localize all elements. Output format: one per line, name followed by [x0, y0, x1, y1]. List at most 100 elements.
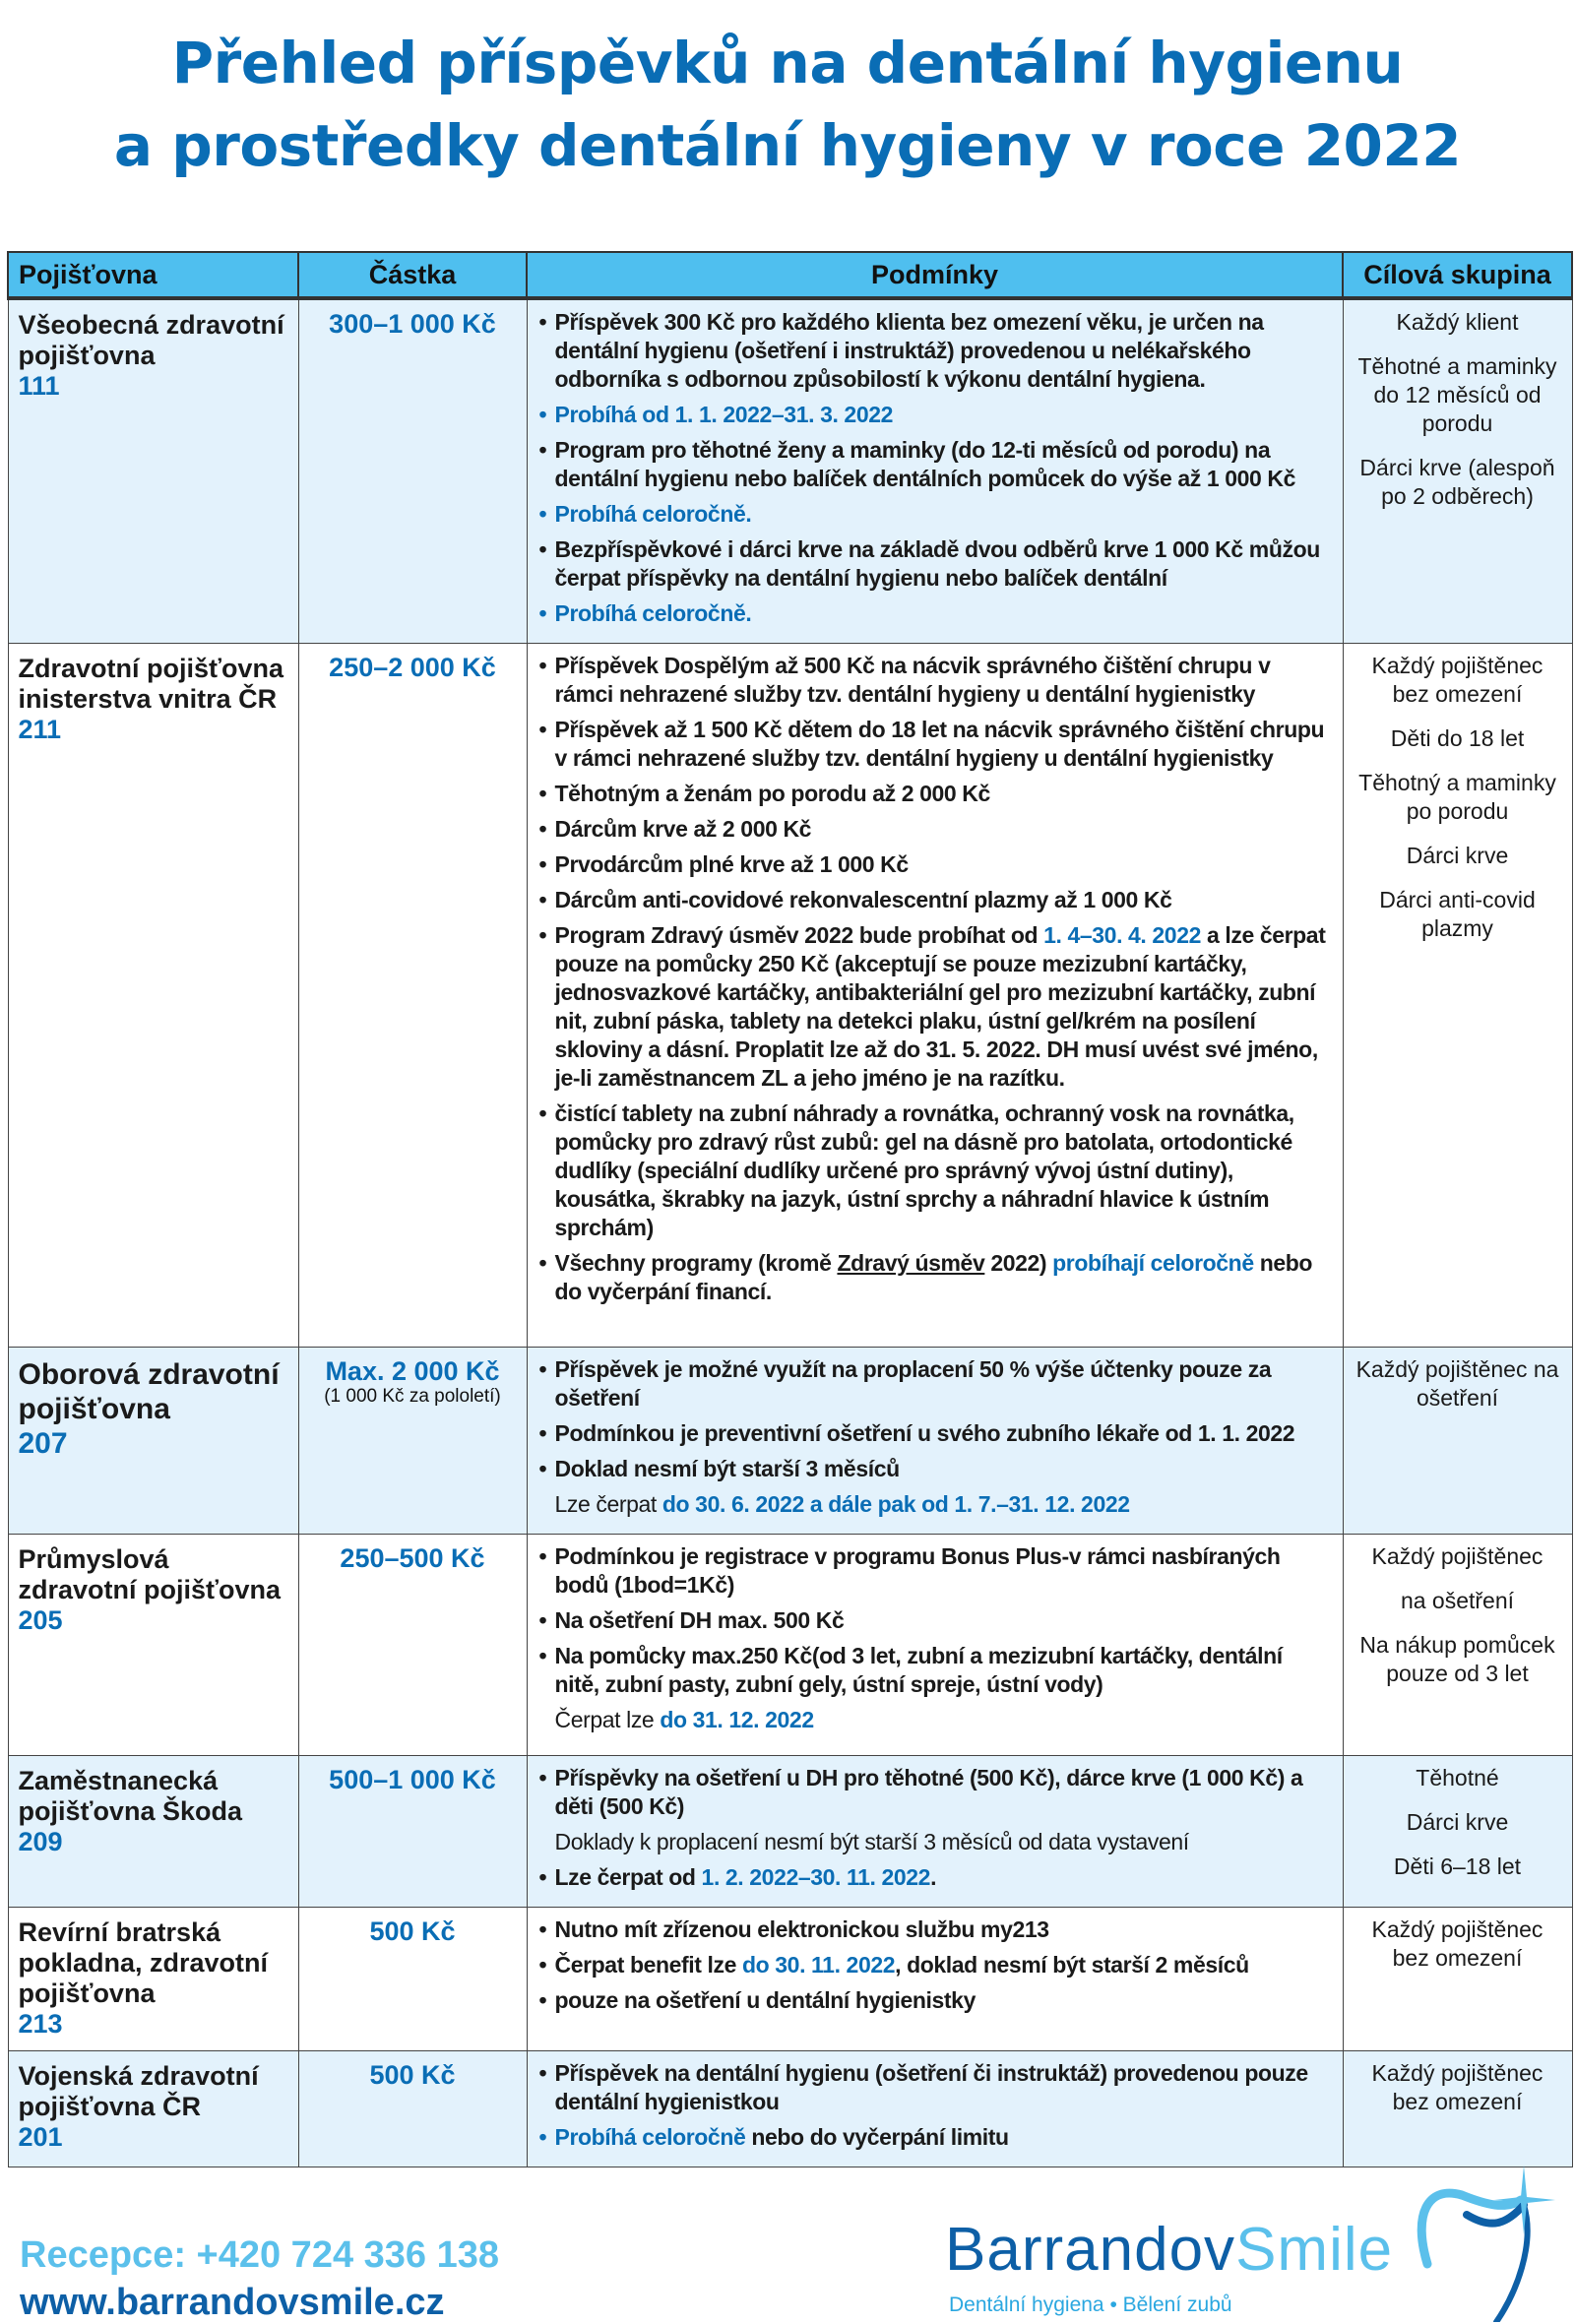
- amount-cell: 500–1 000 Kč: [297, 1755, 528, 1908]
- website-link[interactable]: www.barrandovsmile.cz: [20, 2282, 445, 2323]
- condition-text: děti (500 Kč): [554, 1793, 685, 1819]
- contributions-table: Pojišťovna Částka Podmínky Cílová skupin…: [7, 251, 1573, 2167]
- target-group-item: Dárci krve: [1406, 1809, 1509, 1835]
- target-group-cell: Každý klient Těhotné a maminky do 12 měsí…: [1342, 297, 1573, 644]
- target-group-item: Děti do 18 let: [1390, 725, 1525, 751]
- condition-item: Doklad nesmí být starší 3 měsíců: [537, 1455, 1333, 1483]
- target-group-cell: Každý pojištěnec bez omezení: [1342, 2050, 1573, 2167]
- condition-text: Příspěvek: [554, 653, 664, 678]
- target-group-item: Každý pojištěnec: [1371, 1543, 1544, 1569]
- condition-text: .: [930, 1864, 937, 1890]
- condition-text: 2022): [984, 1250, 1053, 1276]
- insurer-name: Revírní bratrská pokladna, zdravotní poj…: [18, 1917, 269, 2008]
- target-group-cell: Každý pojištěnec bez omezení Děti do 18 l…: [1342, 643, 1573, 1348]
- condition-text: Příspěvek 300 Kč pro každého klienta bez…: [554, 309, 1265, 392]
- title-line-1: Přehled příspěvků na dentální hygienu: [171, 30, 1404, 96]
- condition-text: Dárcům anti-covidové rekonvalescentní pl…: [554, 887, 1172, 912]
- condition-text: Čerpat lze: [554, 1707, 661, 1732]
- target-group-cell: Každý pojištěnec na ošetření: [1342, 1347, 1573, 1535]
- condition-text: dárci krve: [739, 536, 843, 562]
- condition-text: Příspěvek až: [554, 717, 694, 742]
- target-group-item: Dárci krve: [1406, 843, 1509, 868]
- insurer-cell: Zaměstnanecká pojišťovna Škoda 209: [7, 1755, 299, 1908]
- condition-text: Lze čerpat od: [554, 1864, 702, 1890]
- conditions-cell: Podmínkou je registrace v programu Bonus…: [526, 1534, 1344, 1756]
- condition-item: Příspěvek je možné využít na proplacení …: [537, 1355, 1333, 1413]
- insurer-code: 209: [18, 1827, 63, 1856]
- conditions-cell: Příspěvek na dentální hygienu (ošetření …: [526, 2050, 1344, 2167]
- condition-text: Probíhá celoročně.: [554, 501, 752, 527]
- condition-item: Čerpat lze do 31. 12. 2022: [537, 1706, 1333, 1734]
- condition-item: Lze čerpat do 30. 6. 2022 a dále pak od …: [537, 1490, 1333, 1519]
- condition-text: do 31. 12. 2022: [660, 1707, 814, 1732]
- condition-text: Nutno mít zřízenou elektronickou službu: [554, 1916, 981, 1942]
- condition-text: Zdravý úsměv: [837, 1250, 985, 1276]
- table-row: Zdravotní pojišťovna inisterstva vnitra …: [7, 643, 1573, 1348]
- table-row: Průmyslová zdravotní pojišťovna 205 250–5…: [7, 1534, 1573, 1756]
- conditions-cell: Příspěvek je možné využít na proplacení …: [526, 1347, 1344, 1535]
- logo-part-2: Smile: [1235, 2216, 1394, 2284]
- condition-text: Na pomůcky max.250 Kč(od 3 let, zubní a …: [554, 1643, 1284, 1697]
- condition-text: Bezpříspěvkové: [554, 536, 723, 562]
- amount-value: 250–2 000 Kč: [329, 653, 496, 682]
- logo-wordmark: BarrandovSmile: [945, 2215, 1393, 2285]
- conditions-cell: Příspěvek Dospělým až 500 Kč na nácvik s…: [526, 643, 1344, 1348]
- insurer-code: 201: [18, 2122, 63, 2152]
- condition-text: do 30. 11. 2022: [742, 1952, 896, 1978]
- condition-item: Podmínkou je registrace v programu Bonus…: [537, 1542, 1333, 1600]
- condition-text: Probíhá od 1. 1. 2022–31. 3. 2022: [554, 402, 894, 427]
- condition-item: Nutno mít zřízenou elektronickou službu …: [537, 1916, 1333, 1944]
- table-row: Zaměstnanecká pojišťovna Škoda 209 500–1 …: [7, 1755, 1573, 1908]
- condition-item: Příspěvek až 1 500 Kč dětem do 18 let na…: [537, 716, 1333, 773]
- condition-item: Dárcům anti-covidové rekonvalescentní pl…: [537, 886, 1333, 914]
- condition-text: těhotné (500 Kč), dárce krve (1 000 Kč): [884, 1765, 1286, 1790]
- condition-text: i: [722, 536, 740, 562]
- condition-text: Podmínkou je registrace v programu Bonus…: [554, 1543, 1281, 1598]
- condition-item: Program Zdravý úsměv 2022 bude probíhat …: [537, 921, 1333, 1093]
- condition-text: let na nácvik správného čištění chrupu v…: [554, 717, 1325, 771]
- header-insurer: Pojišťovna: [7, 251, 299, 300]
- insurer-code: 207: [18, 1427, 68, 1460]
- condition-text: 250 Kč: [758, 951, 829, 976]
- condition-text: a: [1285, 1765, 1303, 1790]
- condition-text: , doklad nesmí být starší 2 měsíců: [895, 1952, 1249, 1978]
- amount-cell: 500 Kč: [297, 2050, 528, 2167]
- amount-value: 250–500 Kč: [340, 1543, 485, 1573]
- conditions-cell: Příspěvky na ošetření u DH pro těhotné (…: [526, 1755, 1344, 1908]
- insurer-code: 111: [18, 371, 60, 401]
- condition-item: Program pro těhotné ženy a maminky (do 1…: [537, 436, 1333, 493]
- table-row: Vojenská zdravotní pojišťovna ČR 201 500 …: [7, 2050, 1573, 2167]
- condition-text: čistící tablety na zubní náhrady a rovná…: [554, 1100, 1295, 1240]
- target-group-cell: Každý pojištěnec bez omezení: [1342, 1907, 1573, 2051]
- conditions-cell: Příspěvek 300 Kč pro každého klienta bez…: [526, 297, 1344, 644]
- target-group-item: Každý klient: [1396, 309, 1519, 335]
- condition-item: pouze na ošetření u dentální hygienistky: [537, 1986, 1333, 2015]
- target-group-item: Na nákup pomůcek pouze od 3 let: [1359, 1632, 1555, 1686]
- condition-item: čistící tablety na zubní náhrady a rovná…: [537, 1099, 1333, 1242]
- condition-item: Na pomůcky max.250 Kč(od 3 let, zubní a …: [537, 1642, 1333, 1699]
- condition-text: Na ošetření DH max. 500 Kč: [554, 1607, 845, 1633]
- table-row: Všeobecná zdravotní pojišťovna 111 300–1 …: [7, 297, 1573, 644]
- condition-text: Doklad nesmí být starší 3 měsíců: [554, 1456, 901, 1481]
- condition-text: my213: [980, 1916, 1049, 1942]
- target-group-cell: Každý pojištěnec na ošetření Na nákup pomů…: [1342, 1534, 1573, 1756]
- condition-text: nebo do vyčerpání financí.: [554, 1250, 1313, 1304]
- target-group-item: Každý pojištěnec bez omezení: [1371, 2060, 1544, 2114]
- insurer-name: Všeobecná zdravotní pojišťovna: [18, 310, 284, 370]
- target-group-item: na ošetření: [1400, 1588, 1515, 1613]
- title-line-2: a prostředky dentální hygieny v roce 202…: [113, 112, 1462, 179]
- condition-text: Všechny programy (kromě: [554, 1250, 838, 1276]
- condition-item: Bezpříspěvkové i dárci krve na základě d…: [537, 535, 1333, 593]
- amount-value: Max. 2 000 Kč: [325, 1356, 500, 1386]
- condition-text: Probíhá celoročně.: [554, 600, 752, 626]
- insurer-name: Zaměstnanecká pojišťovna Škoda: [18, 1766, 242, 1826]
- amount-note: (1 000 Kč za pololetí): [324, 1386, 501, 1407]
- condition-text: probíhají celoročně: [1052, 1250, 1254, 1276]
- condition-text: Dárcům krve až 2 000 Kč: [554, 816, 812, 842]
- condition-item: Probíhá celoročně.: [537, 599, 1333, 628]
- condition-text: Lze čerpat: [554, 1491, 662, 1517]
- insurer-cell: Všeobecná zdravotní pojišťovna 111: [7, 297, 299, 644]
- condition-text: do 30. 6. 2022 a dále pak od 1. 7.–31. 1…: [662, 1491, 1130, 1517]
- condition-text: Příspěvek je možné využít na proplacení …: [554, 1356, 1272, 1411]
- condition-text: Příspěvky na ošetření u DH pro: [554, 1765, 885, 1790]
